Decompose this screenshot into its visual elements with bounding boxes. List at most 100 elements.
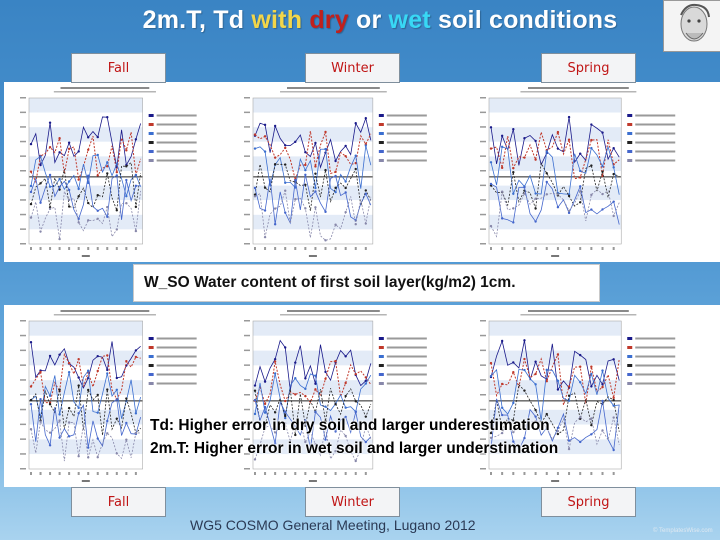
series-point <box>324 377 327 380</box>
legend-text <box>156 114 197 117</box>
series-point <box>58 237 61 241</box>
series-point <box>58 413 61 416</box>
series-point <box>354 400 357 403</box>
series-point <box>77 221 80 224</box>
series-point <box>567 138 571 141</box>
series-line <box>490 368 620 421</box>
series-point <box>590 417 593 420</box>
series-point <box>284 163 287 166</box>
series-point <box>612 404 615 407</box>
legend-text <box>635 132 676 135</box>
series-point <box>58 177 61 181</box>
series-point <box>273 431 277 434</box>
series-point <box>489 182 493 186</box>
legend-swatch <box>378 364 384 367</box>
series-line <box>254 116 372 169</box>
series-point <box>534 220 537 223</box>
series-line <box>490 130 620 180</box>
series-point <box>534 360 537 363</box>
portrait-image <box>663 0 720 52</box>
plot-band <box>489 185 622 201</box>
series-point <box>556 206 560 209</box>
series-point <box>334 159 337 163</box>
series-point <box>364 424 368 427</box>
legend-swatch <box>378 114 384 117</box>
series-point <box>534 408 537 412</box>
plot-band <box>29 112 143 128</box>
series-point <box>334 359 337 363</box>
series-point <box>77 150 80 153</box>
series-point <box>364 189 368 192</box>
series-point <box>106 372 109 375</box>
series-point <box>500 413 504 417</box>
series-point <box>489 446 493 450</box>
series-point <box>324 405 327 408</box>
series-point <box>263 209 267 212</box>
series-point <box>48 173 52 177</box>
series-point <box>344 154 347 158</box>
series-point <box>324 370 327 374</box>
series-point <box>253 195 257 198</box>
legend-swatch <box>148 123 154 126</box>
series-point <box>263 380 267 383</box>
series-line <box>30 190 142 240</box>
series-point <box>534 372 537 376</box>
series-point <box>77 357 80 361</box>
series-point <box>314 172 317 175</box>
series-point <box>545 380 548 383</box>
series-point <box>579 152 582 155</box>
series-point <box>344 394 347 398</box>
legend-text <box>156 132 197 135</box>
series-point <box>489 224 493 228</box>
series-point <box>294 179 297 182</box>
series-point <box>512 221 515 224</box>
series-point <box>314 388 317 391</box>
series-point <box>96 455 99 459</box>
series-point <box>39 230 42 233</box>
series-point <box>39 420 42 423</box>
plot-band <box>489 98 622 113</box>
series-point <box>115 162 119 165</box>
series-point <box>334 449 337 453</box>
series-point <box>304 183 307 186</box>
legend-swatch <box>378 355 384 358</box>
series-point <box>304 163 307 167</box>
series-point <box>489 374 493 378</box>
series-point <box>284 410 287 414</box>
series-point <box>134 138 138 141</box>
series-point <box>523 357 526 361</box>
series-point <box>96 393 99 397</box>
legend-text <box>156 337 197 340</box>
series-point <box>314 443 317 446</box>
series-point <box>39 155 42 158</box>
series-point <box>67 370 71 374</box>
plot-band <box>29 365 143 381</box>
series-point <box>253 384 257 387</box>
series-point <box>115 388 119 391</box>
series-point <box>67 361 71 365</box>
series-point <box>29 190 33 194</box>
series-point <box>284 189 287 192</box>
series-point <box>96 135 99 139</box>
series-line <box>254 360 372 406</box>
series-point <box>512 127 515 131</box>
series-point <box>489 361 493 365</box>
series-point <box>590 423 593 427</box>
series-point <box>87 219 90 222</box>
series-point <box>39 201 42 204</box>
series-point <box>489 161 493 164</box>
series-line <box>254 163 372 211</box>
series-line <box>30 116 142 168</box>
series-point <box>590 433 593 436</box>
series-point <box>556 388 560 391</box>
series-point <box>334 174 337 178</box>
series-point <box>284 416 287 420</box>
series-point <box>263 411 267 414</box>
series-point <box>545 172 548 175</box>
series-point <box>87 136 90 139</box>
series-point <box>567 447 571 451</box>
series-point <box>334 430 337 433</box>
legend-swatch <box>378 373 384 376</box>
series-point <box>489 126 493 129</box>
series-point <box>106 172 109 175</box>
